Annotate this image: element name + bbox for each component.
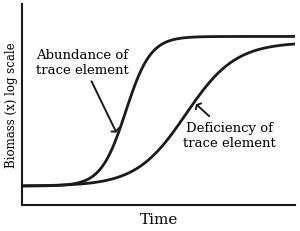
Y-axis label: Biomass (x) log scale: Biomass (x) log scale (5, 43, 18, 168)
Text: Abundance of
trace element: Abundance of trace element (36, 49, 128, 132)
X-axis label: Time: Time (140, 212, 178, 226)
Text: Deficiency of
trace element: Deficiency of trace element (183, 104, 276, 149)
